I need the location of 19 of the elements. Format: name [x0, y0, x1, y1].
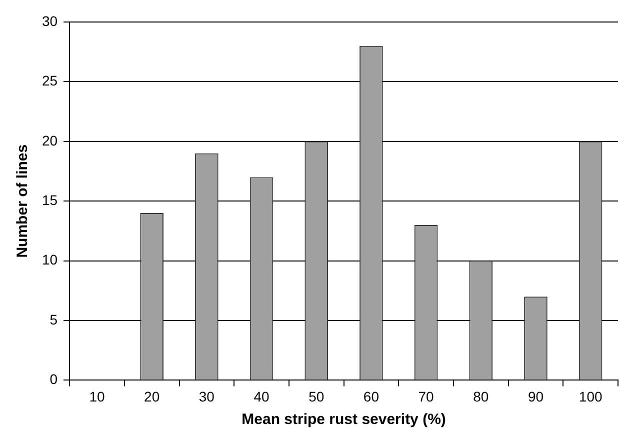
y-tick-label: 25 — [42, 72, 58, 89]
y-tick-label: 30 — [42, 12, 58, 29]
y-tick-label: 15 — [42, 192, 58, 208]
y-tick-label: 5 — [50, 311, 58, 328]
y-tick-label: 0 — [50, 371, 58, 388]
x-tick-label: 60 — [363, 388, 380, 404]
y-axis-title: Number of lines — [14, 144, 32, 258]
y-tick-label: 20 — [42, 132, 58, 148]
x-tick-label: 30 — [198, 388, 215, 404]
x-tick-label: 80 — [473, 388, 489, 404]
x-tick-label: 70 — [418, 388, 434, 404]
x-tick-label: 90 — [528, 388, 544, 404]
x-tick-label: 50 — [308, 388, 324, 404]
x-tick-label: 10 — [89, 388, 105, 404]
y-tick-label: 10 — [42, 252, 58, 268]
x-axis-title: Mean stripe rust severity (%) — [242, 411, 446, 428]
x-tick-label: 40 — [254, 388, 270, 404]
x-tick-label: 100 — [578, 388, 602, 404]
x-tick-label: 20 — [144, 388, 160, 404]
